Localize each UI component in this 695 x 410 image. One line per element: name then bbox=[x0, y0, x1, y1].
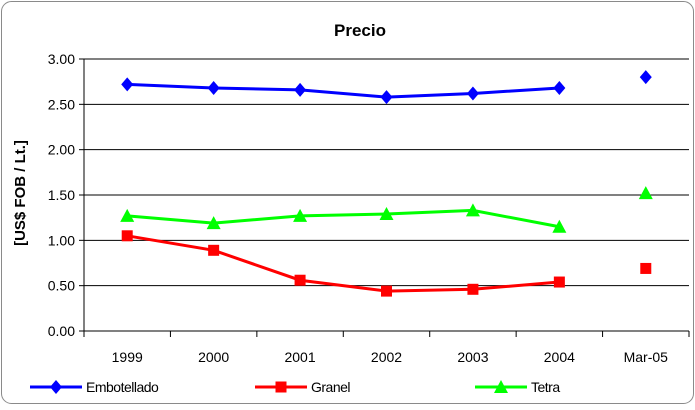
x-tick-label: 1999 bbox=[112, 349, 143, 365]
y-tick-labels: 0.00 0.50 1.00 1.50 2.00 2.50 3.00 bbox=[48, 51, 75, 339]
chart-title: Precio bbox=[334, 21, 386, 40]
x-tick-label: 2002 bbox=[371, 349, 402, 365]
data-point bbox=[553, 276, 565, 288]
data-point bbox=[293, 208, 308, 222]
series-tetra bbox=[120, 186, 653, 233]
data-point bbox=[208, 244, 220, 256]
legend-label: Tetra bbox=[531, 379, 560, 395]
data-point bbox=[467, 283, 479, 295]
legend-item: Granel bbox=[255, 379, 351, 395]
data-point bbox=[638, 186, 653, 200]
y-tick-label: 3.00 bbox=[48, 51, 75, 67]
data-point bbox=[121, 230, 133, 242]
data-point bbox=[294, 82, 307, 97]
legend-marker bbox=[50, 380, 62, 394]
legend: Embotellado Granel Tetra bbox=[30, 379, 561, 395]
data-point bbox=[121, 77, 134, 92]
legend-item: Embotellado bbox=[30, 379, 160, 395]
series-embotellado bbox=[121, 70, 652, 105]
data-point bbox=[639, 70, 652, 85]
legend-marker bbox=[494, 380, 508, 393]
y-axis-label: [US$ FOB / Lt.] bbox=[12, 140, 29, 246]
legend-label: Embotellado bbox=[86, 379, 159, 395]
data-point bbox=[379, 207, 394, 221]
x-tick-label: 2000 bbox=[198, 349, 229, 365]
x-tick-labels: 1999 2000 2001 2002 2003 2004 Mar-05 bbox=[112, 349, 669, 365]
axes bbox=[79, 58, 690, 337]
data-point bbox=[552, 219, 567, 233]
data-point bbox=[120, 208, 135, 222]
data-point bbox=[466, 86, 479, 101]
y-tick-label: 2.50 bbox=[48, 96, 75, 112]
x-tick-label: 2004 bbox=[544, 349, 575, 365]
x-tick-label: Mar-05 bbox=[624, 349, 669, 365]
data-point bbox=[206, 216, 221, 230]
data-point bbox=[640, 262, 652, 274]
data-point bbox=[380, 90, 393, 105]
y-tick-label: 1.50 bbox=[48, 187, 75, 203]
series-granel bbox=[121, 230, 652, 297]
x-tick-label: 2003 bbox=[457, 349, 488, 365]
y-tick-label: 1.00 bbox=[48, 232, 75, 248]
x-tick-label: 2001 bbox=[284, 349, 315, 365]
series bbox=[120, 70, 653, 297]
data-point bbox=[465, 203, 480, 217]
y-tick-label: 0.50 bbox=[48, 278, 75, 294]
data-point bbox=[381, 285, 392, 297]
series-line bbox=[127, 208, 560, 229]
gridlines bbox=[84, 58, 689, 287]
data-point bbox=[294, 274, 306, 286]
data-point bbox=[207, 81, 220, 96]
y-tick-label: 2.00 bbox=[48, 142, 75, 158]
series-line bbox=[127, 82, 560, 99]
series-line bbox=[126, 234, 560, 293]
legend-marker bbox=[275, 381, 287, 393]
data-point bbox=[553, 81, 566, 96]
legend-label: Granel bbox=[311, 379, 350, 395]
legend-item: Tetra bbox=[475, 379, 561, 395]
y-tick-label: 0.00 bbox=[48, 323, 75, 339]
